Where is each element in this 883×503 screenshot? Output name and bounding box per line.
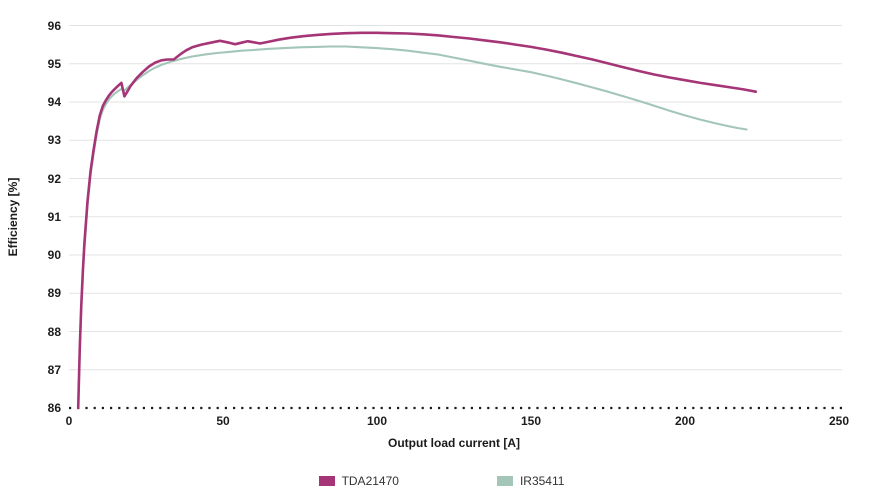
x-tick-label-100: 100 bbox=[366, 414, 388, 428]
y-tick-label-95: 95 bbox=[47, 56, 61, 71]
legend-item-ir35411: IR35411 bbox=[496, 474, 565, 488]
gridlines bbox=[69, 25, 842, 371]
legend-swatch-magenta bbox=[318, 476, 335, 486]
legend-label: TDA21470 bbox=[341, 474, 399, 488]
y-tick-label-96: 96 bbox=[47, 18, 61, 33]
x-tick-label-250: 250 bbox=[828, 414, 850, 428]
x-tick-label-150: 150 bbox=[520, 414, 542, 428]
y-tick-label-90: 90 bbox=[47, 248, 61, 262]
y-tick-label-89: 89 bbox=[47, 286, 61, 301]
x-tick-label-0: 0 bbox=[65, 414, 73, 428]
x-tick-label-200: 200 bbox=[674, 414, 696, 428]
y-tick-label-91: 91 bbox=[47, 209, 61, 224]
y-tick-label-94: 94 bbox=[47, 95, 61, 109]
series-line-tda21470 bbox=[76, 31, 758, 410]
y-tick-label-88: 88 bbox=[47, 324, 61, 339]
y-tick-label-87: 87 bbox=[47, 362, 61, 377]
legend-item-tda21470: TDA21470 bbox=[318, 474, 399, 488]
legend-swatch-green bbox=[496, 476, 513, 486]
y-tick-label-93: 93 bbox=[47, 133, 61, 148]
x-axis-title: Output load current [A] bbox=[388, 436, 520, 450]
y-tick-label-92: 92 bbox=[47, 171, 61, 186]
legend-label: IR35411 bbox=[519, 474, 565, 488]
y-tick-label-86: 86 bbox=[47, 401, 61, 415]
y-axis-title: Efficiency [%] bbox=[6, 177, 20, 257]
series-lines bbox=[76, 31, 758, 410]
legend: TDA21470 IR35411 bbox=[0, 474, 883, 488]
x-tick-label-50: 50 bbox=[216, 414, 230, 428]
series-line-ir35411 bbox=[77, 45, 748, 410]
